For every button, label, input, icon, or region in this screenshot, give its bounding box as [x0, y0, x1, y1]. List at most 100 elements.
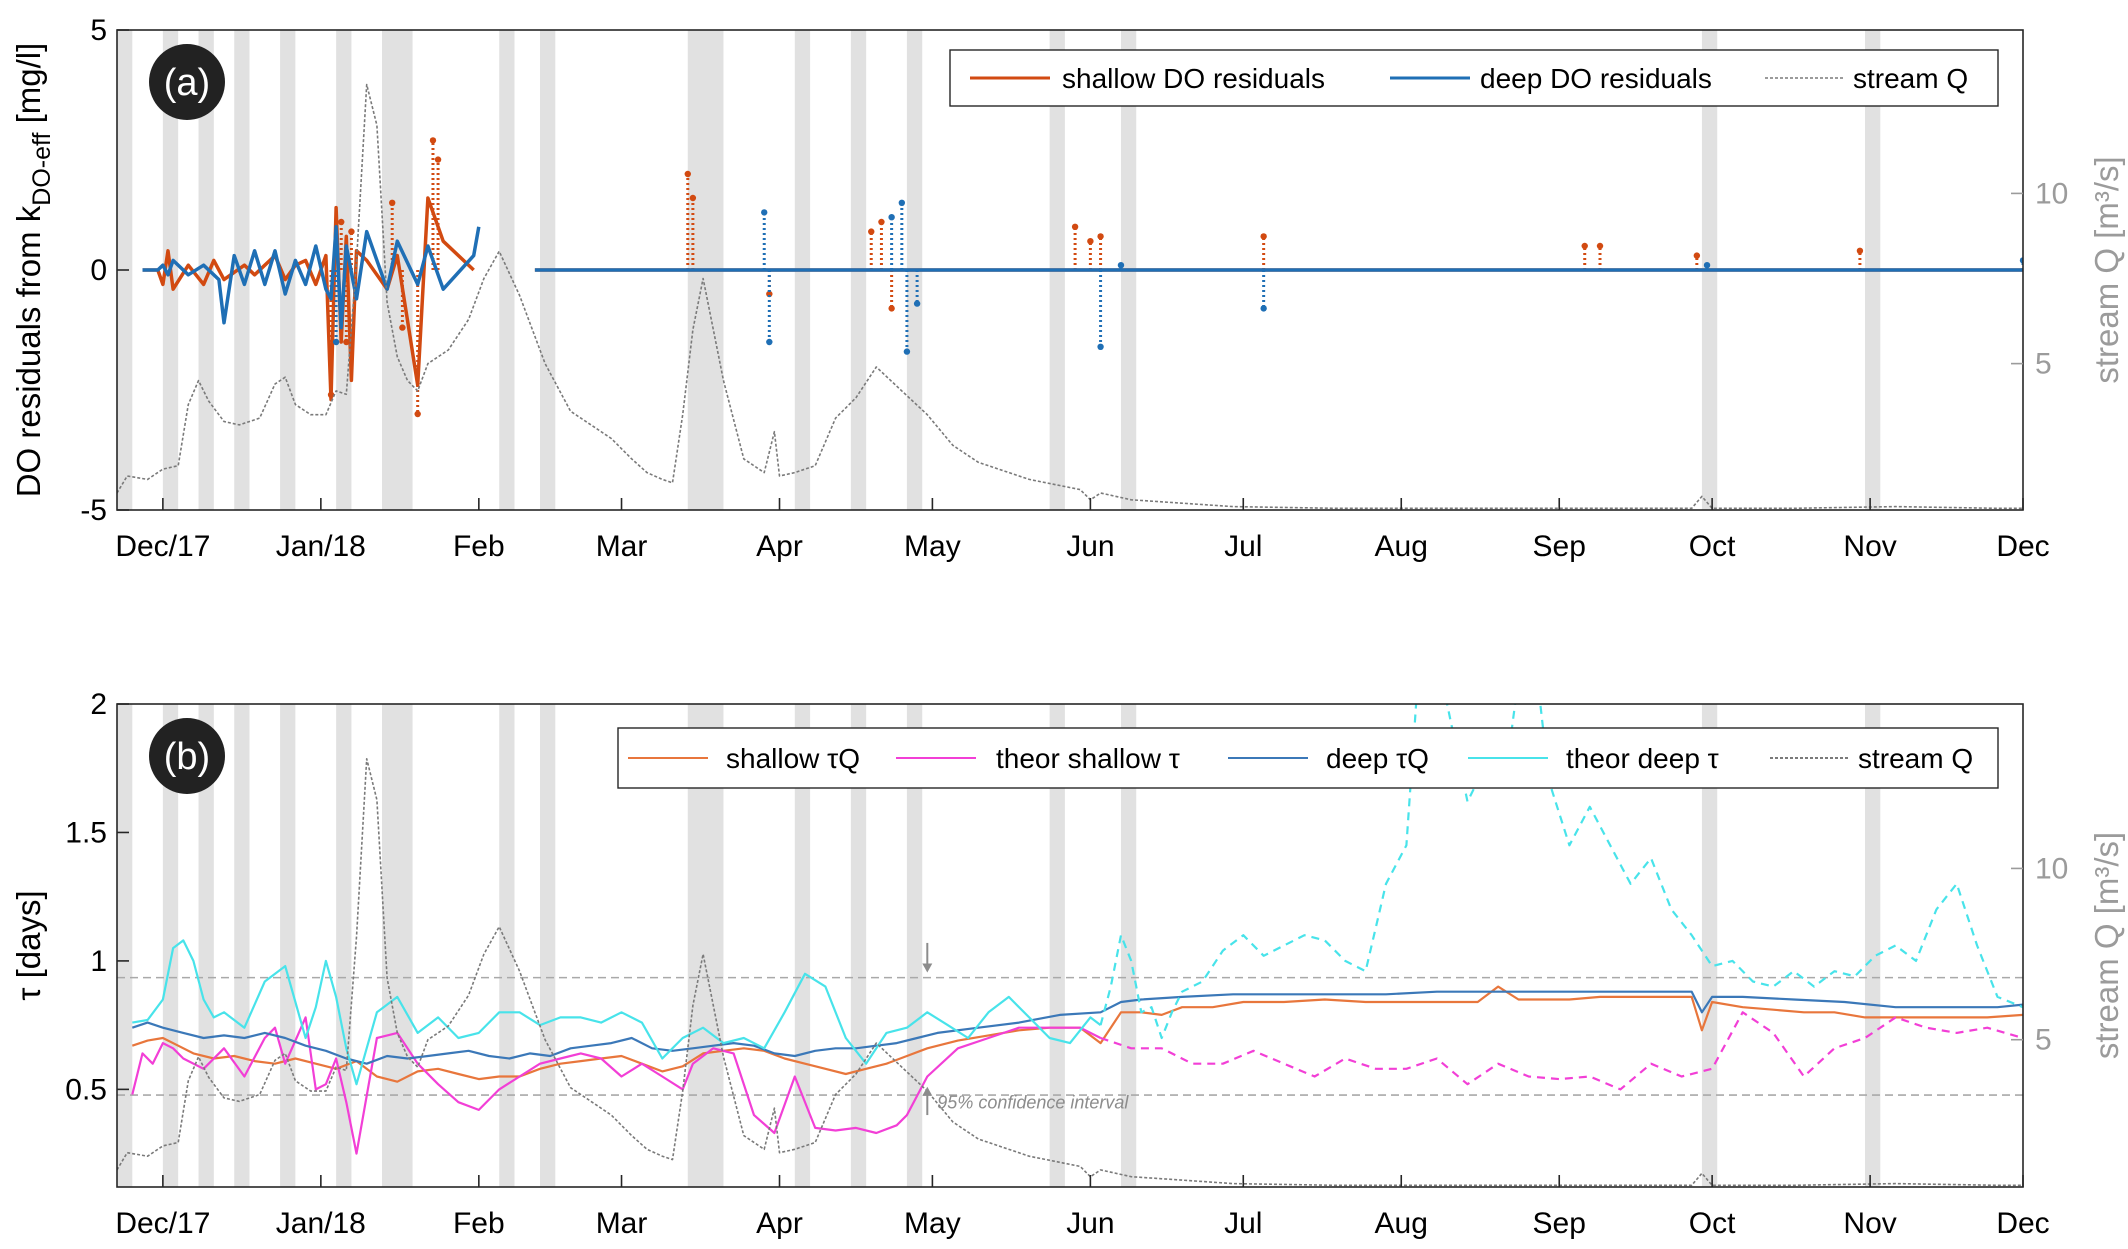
- series-shallow-q: [131, 985, 2023, 1083]
- spike-point: [332, 338, 340, 346]
- series-deep-q: [131, 990, 2023, 1065]
- ci-arrow-down-head: [922, 963, 933, 973]
- shaded-period: [234, 30, 250, 510]
- spike-point: [898, 199, 906, 206]
- x-tick-label: Oct: [1689, 530, 1736, 563]
- x-tick-label: Jul: [1224, 530, 1262, 563]
- series-line-dashed: [1099, 704, 2023, 1040]
- legend-entry: theor shallow τ: [996, 743, 1180, 774]
- legend-entry: shallow τQ: [726, 743, 860, 774]
- x-tick-label: Sep: [1533, 530, 1586, 563]
- y-right-tick-label: 5: [2035, 348, 2052, 381]
- spike-point: [1117, 262, 1125, 269]
- x-tick-label: Jun: [1066, 530, 1114, 563]
- x-tick-label: Oct: [1689, 1207, 1736, 1240]
- shaded-period: [1049, 704, 1065, 1187]
- spike-point: [903, 348, 911, 355]
- spike-point: [434, 156, 442, 163]
- shaded-period: [280, 704, 296, 1187]
- shaded-period: [850, 704, 867, 1187]
- shaded-period: [499, 30, 515, 510]
- series-line: [132, 939, 1102, 1086]
- x-tick-label: Dec/17: [115, 1207, 210, 1240]
- legend-box: [949, 49, 1999, 107]
- x-tick-label: Jul: [1224, 1207, 1262, 1240]
- shaded-period: [234, 704, 250, 1187]
- y-right-axis-title: stream Q [m³/s]: [2088, 156, 2125, 383]
- spike-point: [1581, 242, 1588, 250]
- series-line: [131, 985, 2023, 1083]
- shaded-period: [794, 704, 811, 1187]
- x-tick-label: Dec: [1996, 530, 2049, 563]
- ci-label: 95% confidence interval: [937, 1093, 1129, 1113]
- series-line-dashed: [1100, 1011, 2023, 1091]
- spike-point: [399, 324, 406, 331]
- shaded-period: [499, 704, 515, 1187]
- x-tick-label: Aug: [1375, 1207, 1428, 1240]
- panel-a: -5 0 5 5 10 Dec/17 Jan/18 Feb Mar Apr May Jun Jul Aug…: [10, 14, 2125, 563]
- spike-point: [689, 194, 697, 202]
- spike-point: [1693, 252, 1701, 259]
- spike-point: [1071, 223, 1079, 230]
- y-tick-label: 0.5: [65, 1073, 107, 1106]
- y-right-tick-label: 5: [2035, 1024, 2052, 1057]
- shaded-period: [1120, 704, 1137, 1187]
- series-line: [131, 990, 2023, 1065]
- axes-box: [116, 703, 2024, 1188]
- spike-point: [338, 218, 345, 226]
- x-tick-label: Mar: [596, 1207, 648, 1240]
- shaded-period: [117, 704, 133, 1187]
- x-tick-label: Jan/18: [276, 530, 366, 563]
- spike-point: [878, 218, 885, 226]
- y-tick-label: 0: [90, 254, 107, 287]
- shaded-period: [382, 704, 413, 1187]
- legend: shallow τQ theor shallow τ deep τQ theor de…: [617, 727, 1999, 789]
- panel-label-badge: [149, 44, 225, 120]
- y-right-axis-title: stream Q [m³/s]: [2088, 832, 2125, 1059]
- spike-point: [1097, 233, 1104, 240]
- y-tick-label: 1: [90, 945, 107, 978]
- spike-point: [1260, 233, 1267, 240]
- shaded-period: [1701, 704, 1718, 1187]
- spike-point: [684, 170, 691, 178]
- panel-label: (a): [164, 62, 210, 104]
- x-tick-label: Apr: [756, 1207, 803, 1240]
- legend: shallow DO residuals deep DO residuals str…: [949, 49, 1999, 107]
- ci-arrow-up-head: [922, 1086, 933, 1096]
- legend-entry: shallow DO residuals: [1062, 63, 1325, 94]
- x-tick-label: Feb: [453, 530, 505, 563]
- spike-point: [1087, 238, 1094, 245]
- x-tick-label: Sep: [1533, 1207, 1586, 1240]
- x-tick-label: Aug: [1375, 530, 1428, 563]
- x-tick-label: Dec/17: [115, 530, 210, 563]
- spike-point: [888, 214, 895, 221]
- series-line-winter: [142, 196, 475, 402]
- spike-point: [327, 391, 335, 398]
- series-theor-shallow-: [131, 1011, 2023, 1155]
- spike-point: [913, 300, 921, 307]
- spike-point: [1703, 262, 1711, 269]
- plot-area: [117, 704, 2023, 1187]
- spike-point: [1596, 242, 1604, 250]
- legend-entry: stream Q: [1853, 63, 1968, 94]
- legend-entry: stream Q: [1858, 743, 1973, 774]
- panel-label-badge: [149, 718, 225, 794]
- series-line: [131, 1016, 1102, 1155]
- shaded-period: [280, 30, 296, 510]
- spike-point: [414, 410, 421, 418]
- series-line: [117, 758, 2023, 1187]
- spike-point: [761, 209, 768, 216]
- x-tick-label: Feb: [453, 1207, 505, 1240]
- series-theor-deep-: [132, 704, 2023, 1086]
- spike-point: [343, 338, 350, 346]
- legend-entry: theor deep τ: [1566, 743, 1719, 774]
- series-stream-q: [117, 758, 2023, 1187]
- series-stream-q: [117, 83, 2023, 510]
- series-line-winter: [142, 225, 481, 330]
- spike-point: [348, 228, 355, 235]
- legend-entry: deep τQ: [1326, 743, 1429, 774]
- y-tick-label: 5: [90, 14, 107, 47]
- panel-label: (b): [164, 736, 210, 778]
- x-tick-label: Apr: [756, 530, 803, 563]
